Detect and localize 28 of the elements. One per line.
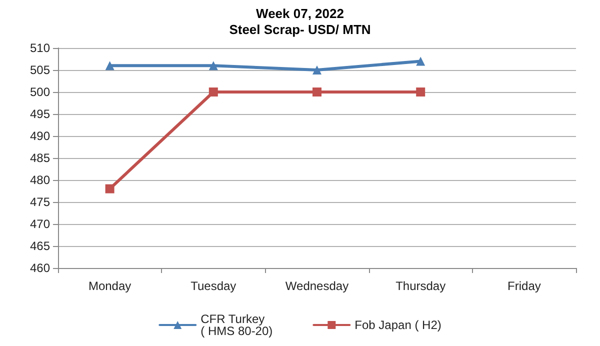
- y-tick-label: 485: [30, 151, 50, 165]
- legend-label: CFR Turkey ( HMS 80-20): [200, 312, 273, 338]
- y-tick-label: 465: [30, 239, 50, 253]
- point: [208, 61, 218, 70]
- point: [312, 66, 322, 74]
- x-tick-label: Wednesday: [285, 279, 349, 293]
- x-tick-label: Friday: [508, 279, 541, 293]
- x-tick-label: Monday: [88, 279, 132, 293]
- chart-title: Week 07, 2022: [256, 6, 344, 21]
- x-tick-label: Thursday: [396, 279, 446, 293]
- legend-label: Fob Japan ( H2): [354, 318, 442, 332]
- point: [312, 88, 322, 96]
- point: [105, 184, 114, 194]
- point: [416, 56, 426, 66]
- y-tick-label: 460: [30, 261, 50, 275]
- y-tick-label: 505: [30, 63, 50, 77]
- y-tick-label: 475: [30, 195, 50, 209]
- x-tick-label: Tuesday: [190, 279, 236, 293]
- y-tick-label: 510: [30, 41, 50, 55]
- point: [416, 88, 426, 96]
- y-tick-label: 490: [30, 129, 50, 143]
- point: [105, 61, 114, 70]
- y-tick-label: 480: [30, 173, 50, 187]
- y-tick-label: 470: [30, 217, 50, 231]
- y-tick-label: 500: [30, 85, 50, 99]
- y-tick-label: 495: [30, 107, 50, 121]
- chart-subtitle: Steel Scrap- USD/ MTN: [229, 22, 371, 37]
- point: [208, 88, 218, 96]
